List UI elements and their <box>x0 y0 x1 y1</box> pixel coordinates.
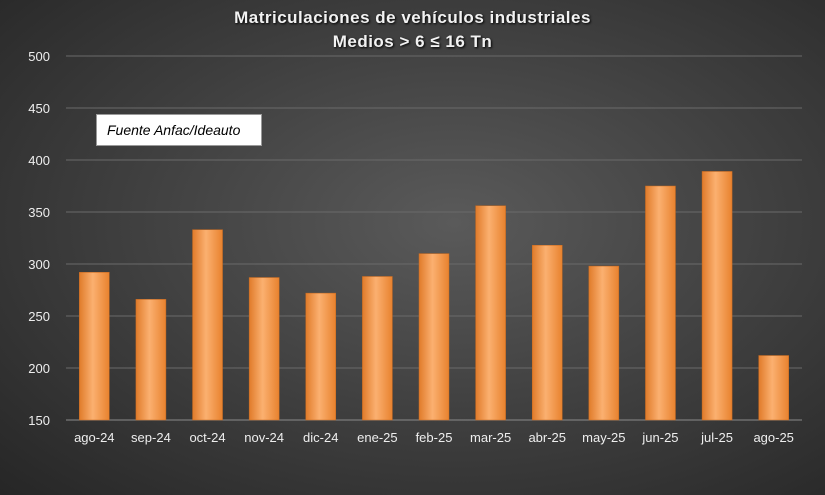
bar-feb-25 <box>418 253 450 421</box>
bar-may-25 <box>588 265 620 421</box>
bar-jun-25 <box>645 185 676 421</box>
y-tick-label: 400 <box>28 153 50 168</box>
x-tick-label: ago-25 <box>753 430 793 445</box>
bar-dic-24 <box>305 292 337 421</box>
x-tick-label: abr-25 <box>528 430 566 445</box>
x-tick-label: jul-25 <box>700 430 733 445</box>
x-tick-label: ago-24 <box>74 430 114 445</box>
bar-ene-25 <box>362 276 393 421</box>
source-note: Fuente Anfac/Ideauto <box>96 114 262 146</box>
y-tick-label: 300 <box>28 257 50 272</box>
bar-ago-25 <box>758 355 789 421</box>
bar-jul-25 <box>701 171 733 421</box>
chart-subtitle: Medios > 6 ≤ 16 Tn <box>332 32 493 51</box>
y-tick-label: 500 <box>28 49 50 64</box>
x-tick-label: dic-24 <box>303 430 338 445</box>
y-tick-label: 350 <box>28 205 50 220</box>
bar-nov-24 <box>248 277 280 421</box>
x-tick-label: oct-24 <box>189 430 225 445</box>
x-tick-label: sep-24 <box>131 430 171 445</box>
y-tick-label: 150 <box>28 413 50 428</box>
x-tick-label: jun-25 <box>641 430 678 445</box>
x-tick-label: ene-25 <box>357 430 397 445</box>
bar-sep-24 <box>135 299 167 421</box>
y-tick-label: 250 <box>28 309 50 324</box>
x-tick-label: nov-24 <box>244 430 284 445</box>
bar-abr-25 <box>531 245 563 421</box>
y-tick-label: 450 <box>28 101 50 116</box>
bar-oct-24 <box>192 229 223 421</box>
chart-title: Matriculaciones de vehículos industriale… <box>234 8 591 27</box>
bar-ago-24 <box>79 272 110 421</box>
x-tick-label: may-25 <box>582 430 625 445</box>
bar-mar-25 <box>475 205 506 421</box>
x-tick-label: mar-25 <box>470 430 511 445</box>
x-tick-label: feb-25 <box>416 430 453 445</box>
y-tick-label: 200 <box>28 361 50 376</box>
